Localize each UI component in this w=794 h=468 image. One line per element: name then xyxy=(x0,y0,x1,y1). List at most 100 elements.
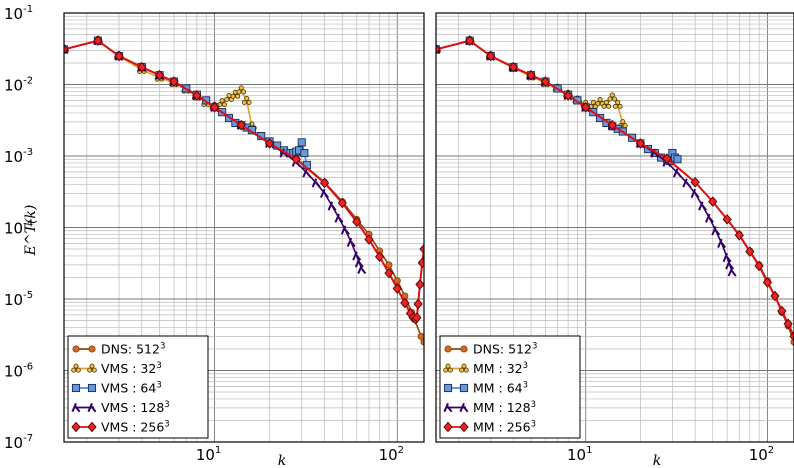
data-point xyxy=(385,261,393,269)
data-point xyxy=(673,168,682,178)
data-point xyxy=(297,138,306,147)
x-tick-label: 102 xyxy=(749,445,774,464)
data-point xyxy=(734,229,744,241)
series-2 xyxy=(64,36,311,169)
legend-marker xyxy=(88,345,96,353)
legend-marker xyxy=(443,421,453,433)
legend-label: DNS: 5123 xyxy=(473,342,537,357)
y-tick-label: 10-3 xyxy=(4,147,33,166)
legend-item: MM : 323 xyxy=(443,361,528,376)
data-point xyxy=(236,119,246,131)
data-point xyxy=(217,98,227,108)
legend-label: MM : 2563 xyxy=(473,420,536,435)
series-line xyxy=(64,39,363,270)
axes-frame xyxy=(435,12,794,443)
x-tick-label: 101 xyxy=(196,445,221,464)
data-point xyxy=(419,243,424,255)
data-point xyxy=(320,188,329,199)
data-point xyxy=(241,95,252,105)
data-point xyxy=(327,201,337,211)
data-point xyxy=(300,148,309,158)
legend-item: VMS : 2563 xyxy=(71,420,170,435)
data-point xyxy=(745,246,755,257)
y-tick-label: 10-4 xyxy=(4,219,33,238)
legend: DNS: 5123 MM : 323 MM : 643 MM : 1283 MM : 2… xyxy=(439,335,581,439)
legend-marker xyxy=(87,383,97,393)
legend-item: MM : 643 xyxy=(443,381,528,396)
series-4 xyxy=(64,35,424,325)
legend: DNS: 5123 VMS : 323 VMS : 643 VMS : 1283 VMS… xyxy=(67,335,209,439)
data-point xyxy=(357,264,367,275)
data-point xyxy=(169,76,179,87)
series-line xyxy=(436,39,794,343)
legend-marker xyxy=(444,345,452,353)
data-point xyxy=(236,85,247,95)
data-point xyxy=(727,267,737,277)
data-point xyxy=(346,237,356,248)
data-point xyxy=(581,102,591,113)
data-point xyxy=(717,238,727,249)
legend-item: DNS: 5123 xyxy=(444,342,537,357)
data-point xyxy=(311,178,321,188)
axes-frame xyxy=(63,12,425,443)
legend-item: MM : 1283 xyxy=(443,400,536,415)
legend-marker xyxy=(72,345,80,353)
data-point xyxy=(486,50,496,62)
data-point xyxy=(413,298,423,310)
legend-item: MM : 2563 xyxy=(443,420,536,435)
y-tick-label: 10-2 xyxy=(4,76,33,95)
legend-item: DNS: 5123 xyxy=(72,342,165,357)
data-point xyxy=(337,197,347,209)
data-point xyxy=(319,177,330,189)
data-point xyxy=(384,267,394,279)
series-3 xyxy=(64,36,367,275)
data-point xyxy=(607,119,617,131)
legend-marker xyxy=(71,402,81,413)
legend-marker xyxy=(87,363,97,373)
y-tick-label: 10-1 xyxy=(4,4,33,23)
data-point xyxy=(334,213,344,223)
legend-label: MM : 643 xyxy=(473,381,528,396)
x-axis-label: k xyxy=(278,453,286,468)
data-point xyxy=(635,138,646,149)
data-point xyxy=(563,90,573,101)
data-point xyxy=(64,44,69,55)
data-point xyxy=(417,332,424,340)
data-point xyxy=(137,61,147,73)
data-point xyxy=(436,44,441,55)
data-point xyxy=(417,257,424,269)
data-point xyxy=(762,277,773,288)
left-panel: 101 102 10-7 10-6 10-5 10-4 10-3 10-2 10-1 k E^T(k… xyxy=(4,4,425,468)
data-point xyxy=(302,168,312,178)
legend-marker xyxy=(459,402,469,413)
data-point xyxy=(340,225,350,235)
legend-label: VMS : 2563 xyxy=(101,420,170,435)
data-point xyxy=(114,50,124,62)
data-point xyxy=(392,283,402,294)
legend-marker xyxy=(443,363,453,373)
data-point xyxy=(400,297,410,309)
data-point xyxy=(690,176,700,188)
legend-marker xyxy=(71,383,81,393)
legend-marker xyxy=(459,421,469,433)
series-line xyxy=(436,39,794,337)
data-point xyxy=(770,290,780,302)
legend-label: DNS: 5123 xyxy=(101,342,165,357)
data-point xyxy=(722,214,732,225)
legend-marker xyxy=(87,402,97,413)
data-point xyxy=(93,35,103,46)
data-point xyxy=(526,69,536,81)
data-point xyxy=(352,216,362,228)
right-panel: 101 102 k DNS: 5123 MM : 323 MM : 643 MM : 128… xyxy=(435,12,794,468)
legend-marker xyxy=(71,421,81,433)
legend-item: VMS : 643 xyxy=(71,381,162,396)
data-point xyxy=(708,196,718,207)
plot-area xyxy=(64,35,424,346)
legend-marker xyxy=(459,363,469,373)
data-point xyxy=(777,305,787,317)
legend-label: MM : 323 xyxy=(473,361,528,376)
y-axis-label: E^T(k) xyxy=(23,205,39,257)
legend-label: VMS : 1283 xyxy=(101,400,170,415)
x-axis-label: k xyxy=(653,453,661,468)
data-point xyxy=(783,318,793,330)
